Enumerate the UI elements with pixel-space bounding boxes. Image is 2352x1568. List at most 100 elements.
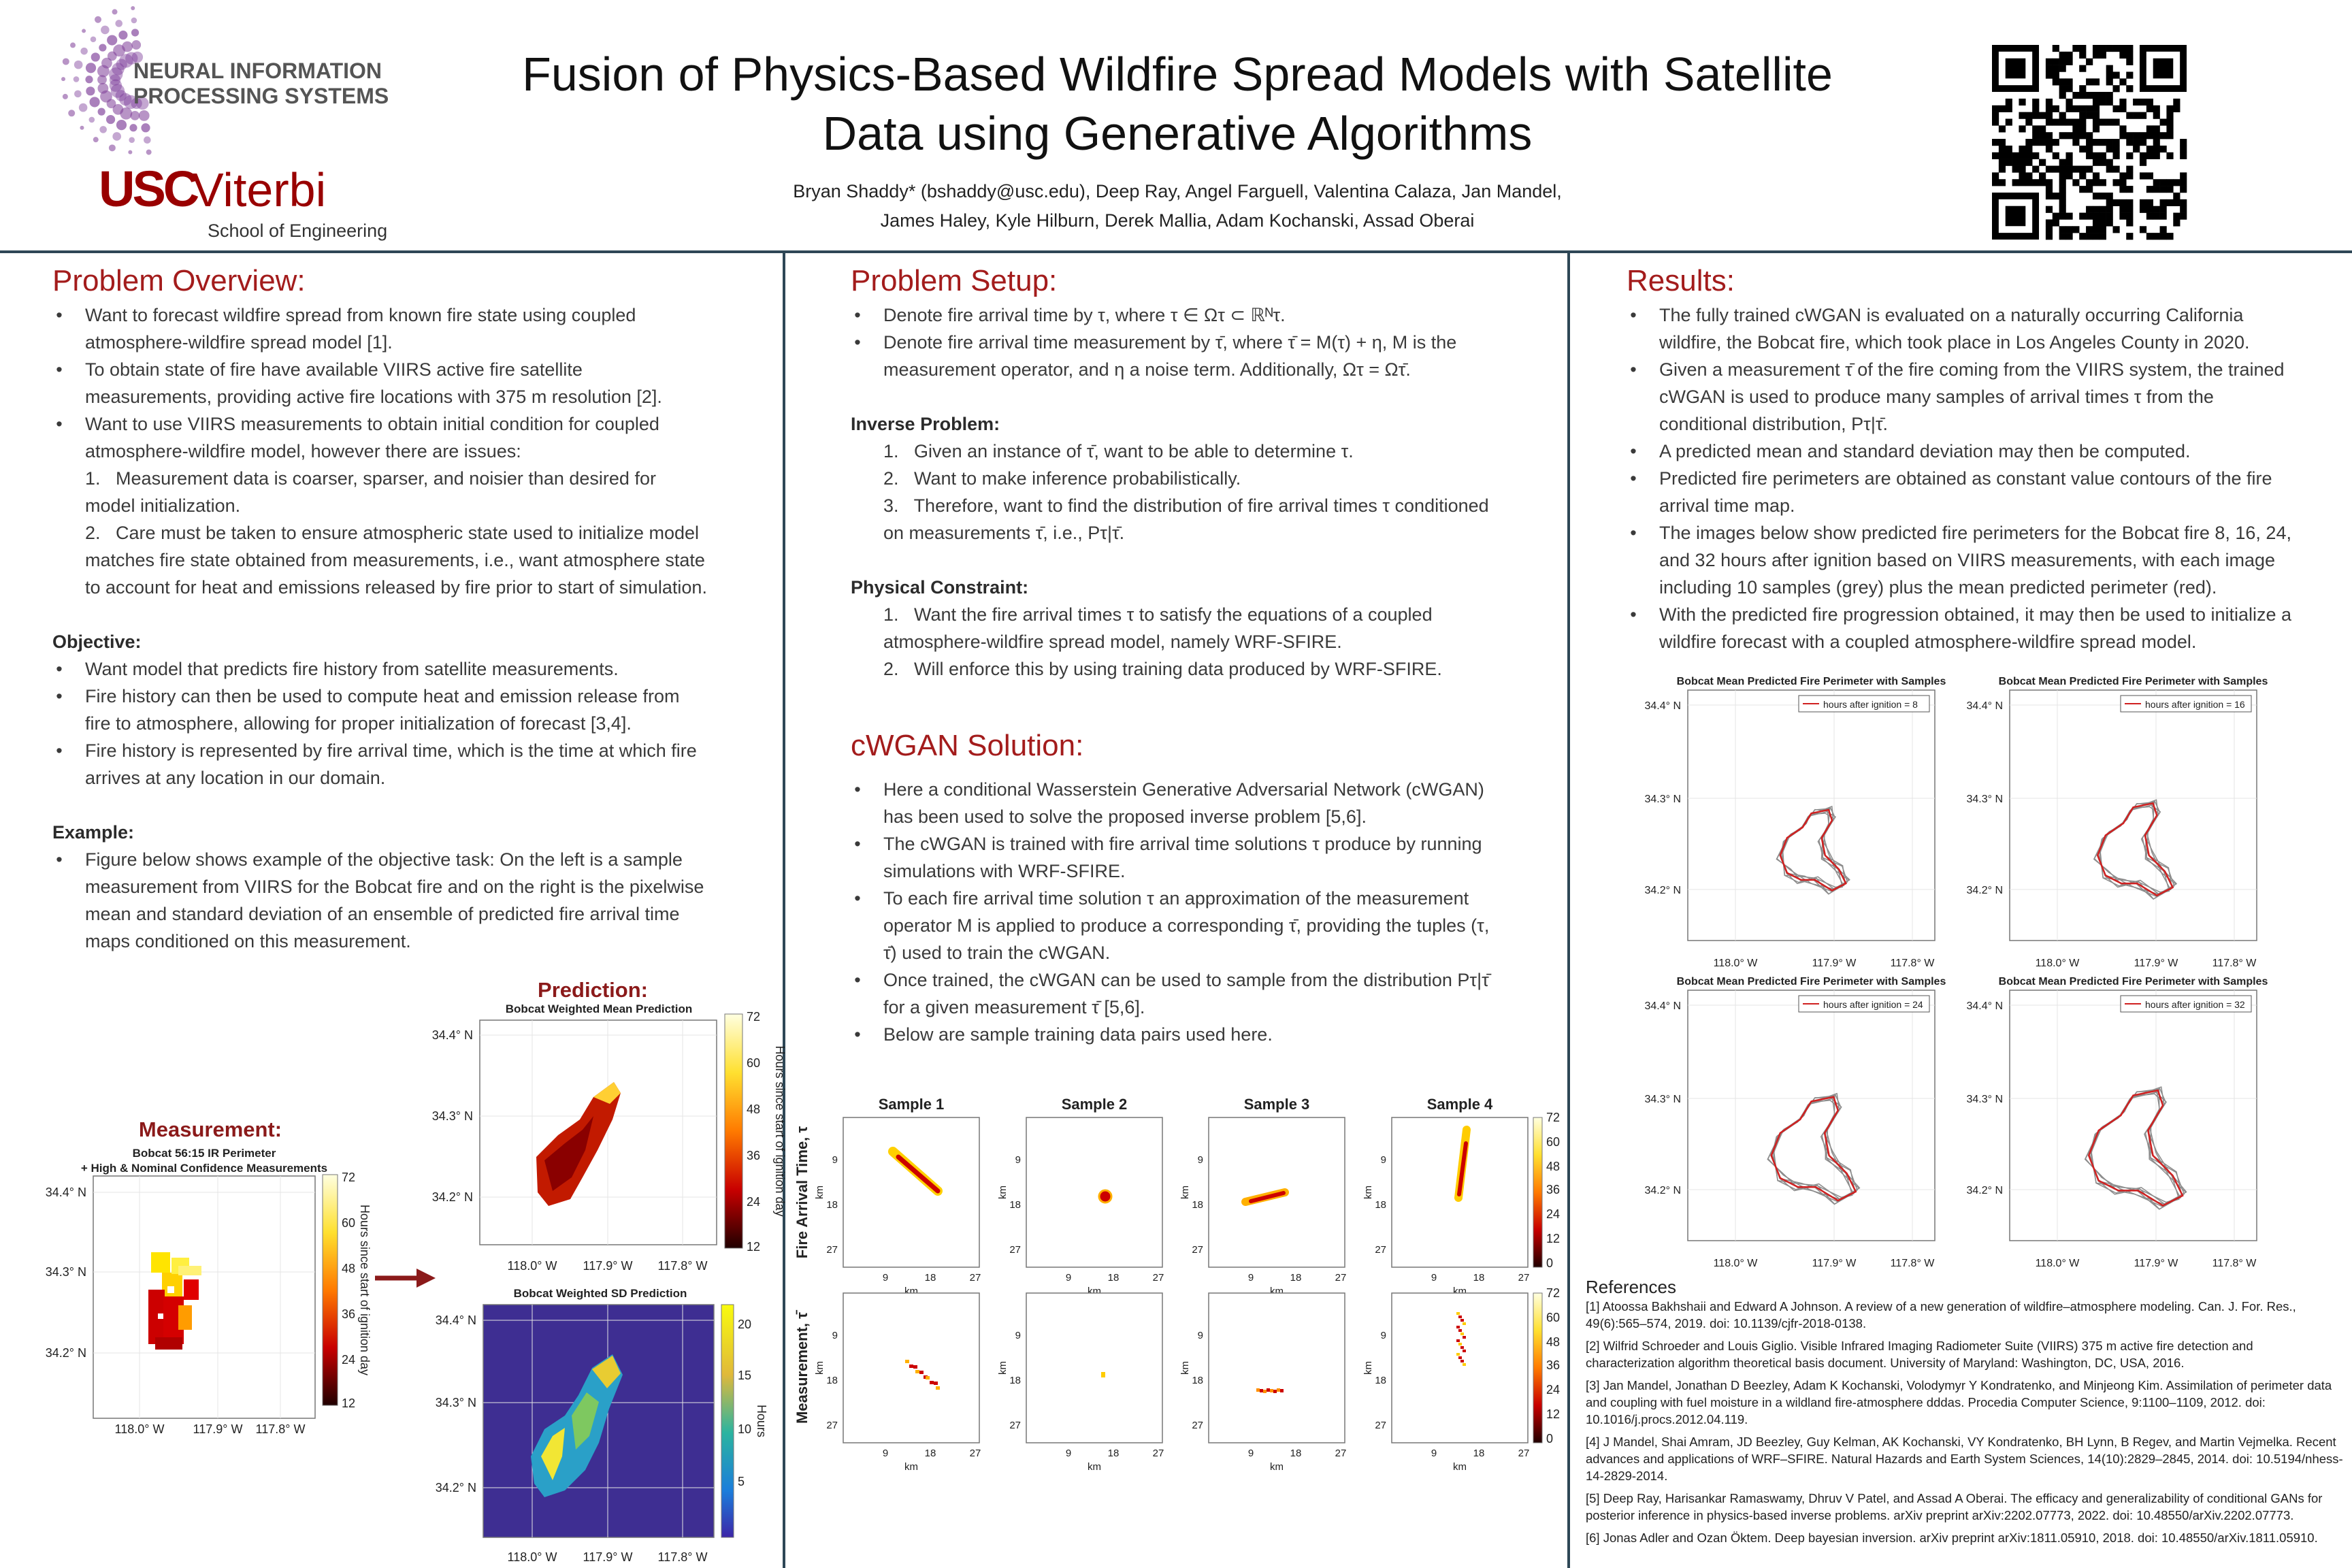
x-tick-label: 9 — [1066, 1272, 1071, 1284]
qr-cell — [2166, 233, 2174, 240]
row-label: Fire Arrival Time, τ — [794, 1126, 811, 1259]
qr-cell — [2059, 192, 2066, 200]
qr-cell — [2139, 226, 2147, 233]
qr-cell — [2065, 233, 2073, 240]
qr-cell — [2059, 172, 2066, 180]
y-tick-label: 18 — [1192, 1375, 1203, 1386]
colorbar-tick-label: 15 — [738, 1369, 751, 1382]
qr-cell — [2139, 152, 2147, 159]
measurement-pixel — [1270, 1389, 1273, 1392]
qr-cell — [1992, 118, 1999, 126]
poster-title: Fusion of Physics-Based Wildfire Spread … — [522, 48, 1833, 101]
y-tick-label: 34.4° N — [436, 1313, 476, 1327]
qr-cell — [2106, 71, 2113, 79]
qr-cell — [1992, 179, 1999, 186]
qr-cell — [2106, 165, 2113, 173]
measurement-pixel — [1463, 1322, 1466, 1325]
qr-cell — [2146, 233, 2153, 240]
qr-cell — [2092, 45, 2100, 52]
qr-cell — [2079, 172, 2087, 180]
y-tick-label: 34.2° N — [432, 1190, 473, 1204]
qr-cell — [2045, 132, 2053, 140]
problem-overview: Problem Overview: Want to forecast wildfi… — [52, 262, 709, 955]
qr-cell — [2180, 179, 2187, 186]
colorbar-tick-label: 48 — [342, 1262, 355, 1275]
y-tick-label: 34.2° N — [1966, 1185, 2003, 1196]
list-item: With the predicted fire progression obta… — [1627, 601, 2297, 655]
qr-cell — [2099, 118, 2106, 126]
qr-cell — [2019, 159, 2026, 166]
sample-title: Sample 2 — [1062, 1096, 1128, 1113]
qr-cell — [2146, 186, 2153, 193]
y-tick-label: 18 — [826, 1199, 838, 1211]
qr-cell — [2166, 179, 2174, 186]
qr-cell — [2173, 212, 2180, 220]
qr-cell — [2099, 92, 2106, 99]
qr-cell — [2112, 71, 2120, 79]
list: Want the fire arrival times τ to satisfy… — [851, 601, 1501, 683]
qr-cell — [2159, 226, 2167, 233]
logo-usc: USC — [99, 161, 199, 217]
y-tick-label: 18 — [1009, 1199, 1021, 1211]
measurement-pixel — [1458, 1356, 1462, 1359]
qr-cell — [2065, 98, 2073, 106]
qr-cell — [2146, 206, 2153, 213]
logo-dot — [112, 132, 121, 141]
sub-heading: Inverse Problem: — [851, 414, 1000, 434]
figure-title: Bobcat Mean Predicted Fire Perimeter wit… — [1677, 676, 1946, 687]
qr-cell — [2139, 132, 2147, 140]
measurement-pixel — [1256, 1388, 1260, 1392]
list-item: Given an instance of τ̄, want to be able… — [914, 441, 1354, 461]
fire-blob-edge — [593, 1082, 621, 1104]
qr-cell — [2126, 233, 2134, 240]
qr-cell — [2106, 212, 2113, 220]
qr-cell — [2065, 118, 2073, 126]
qr-cell — [2065, 58, 2073, 65]
qr-cell — [2153, 152, 2160, 159]
qr-cell — [2092, 51, 2100, 59]
logo-dot — [146, 149, 152, 155]
logo-dot — [115, 20, 123, 27]
colorbar-tick-label: 12 — [747, 1240, 760, 1254]
qr-cell — [2180, 152, 2187, 159]
measurement-pixel — [1463, 1363, 1466, 1366]
y-tick-label: 27 — [826, 1244, 838, 1256]
figure-heading: Prediction: — [538, 978, 648, 1002]
qr-cell — [1998, 159, 2006, 166]
qr-cell — [2052, 212, 2059, 220]
qr-cell — [1998, 179, 2006, 186]
y-tick-label: 34.4° N — [432, 1028, 473, 1042]
figure-title: Bobcat Mean Predicted Fire Perimeter wit… — [1999, 676, 2268, 687]
x-tick-label: 27 — [1153, 1272, 1164, 1284]
qr-cell — [2092, 92, 2100, 99]
measurement-pixel — [905, 1360, 909, 1363]
logo-dot — [131, 51, 144, 63]
colorbar-tick-label: 36 — [1546, 1183, 1560, 1196]
x-tick-label: 117.9° W — [1812, 1258, 1857, 1269]
logo-dot — [115, 90, 127, 101]
logo-dot — [99, 126, 107, 133]
figure-title: + High & Nominal Confidence Measurements — [81, 1162, 327, 1175]
list: Figure below shows example of the object… — [52, 846, 709, 955]
qr-cell — [2045, 71, 2053, 79]
qr-cell — [2052, 118, 2059, 126]
qr-cell — [2159, 179, 2167, 186]
y-tick-label: 34.3° N — [436, 1396, 476, 1409]
logo-dot — [80, 47, 88, 55]
legend-label: hours after ignition = 24 — [1823, 999, 1923, 1010]
qr-cell — [2119, 51, 2127, 59]
qr-cell — [2045, 179, 2053, 186]
colorbar-tick-label: 36 — [1546, 1358, 1560, 1372]
qr-cell — [2126, 71, 2134, 79]
qr-cell — [2180, 199, 2187, 206]
qr-cell — [2059, 212, 2066, 220]
qr-cell — [2126, 51, 2134, 59]
list-item: Want the fire arrival times τ to satisfy… — [883, 604, 1433, 652]
colorbar-tick-label: 20 — [738, 1318, 751, 1331]
x-tick-label: 118.0° W — [2036, 958, 2080, 969]
qr-cell — [2059, 233, 2066, 240]
fire-blob-core — [544, 1116, 593, 1191]
qr-cell — [2045, 226, 2053, 233]
qr-cell — [2079, 51, 2087, 59]
colorbar-tick-label: 24 — [342, 1353, 355, 1367]
